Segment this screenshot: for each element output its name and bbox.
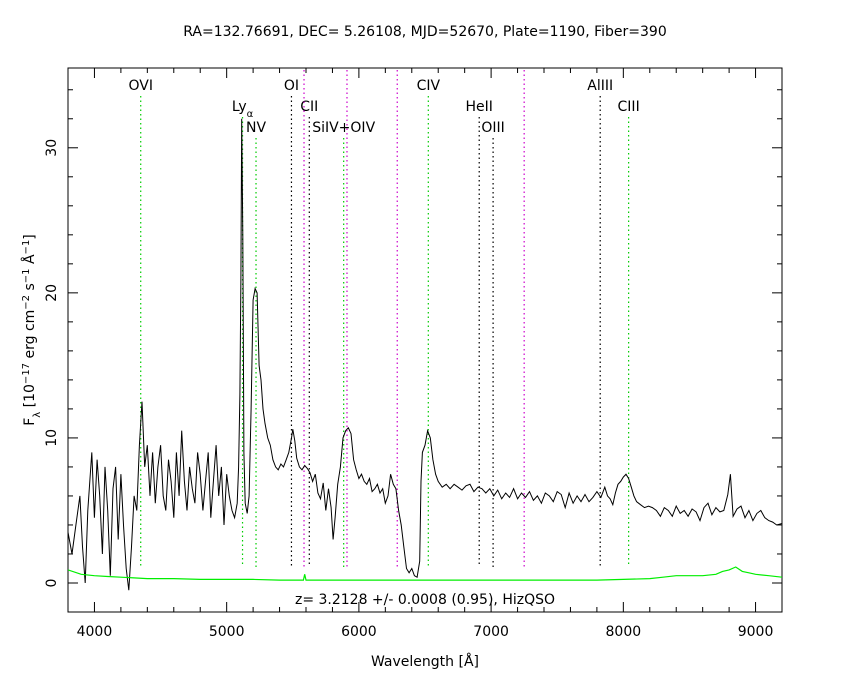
plot-border [67,67,783,613]
emission-line-label: SiIV+OIV [312,120,375,136]
y-tick-label-group: 10 [44,429,60,447]
x-tick-label: 8000 [606,624,642,640]
emission-line-subscript: α [247,109,254,120]
emission-line-label: CII [300,99,318,115]
y-tick-label-group: 30 [44,139,60,157]
emission-line-label: AlIII [587,78,613,94]
redshift-annotation: z= 3.2128 +/- 0.0008 (0.95), HizQSO [295,592,555,608]
y-tick-label: 0 [44,579,60,588]
x-tick-label: 5000 [209,624,245,640]
y-axis-label-group: Fλ [10−17 erg cm−2 s−1 Å−1] [21,234,43,426]
y-tick-label: 10 [44,429,60,447]
error-series-line [68,566,782,581]
emission-line-label: OI [284,78,299,94]
plot-frame [67,67,783,613]
y-axis-label: Fλ [10−17 erg cm−2 s−1 Å−1] [21,234,43,426]
x-axis-label: Wavelength [Å] [371,653,479,670]
axis-ticks: 4000 5000 6000 7000 8000 9000 0 10 20 30 [44,68,783,640]
y-tick-label-group: 0 [44,579,60,588]
y-tick-label: 30 [44,139,60,157]
y-tick-label-group: 20 [44,284,60,302]
x-tick-label: 6000 [341,624,377,640]
emission-line-label: NV [246,120,266,136]
emission-line-label: HeII [466,99,493,115]
y-tick-label: 20 [44,284,60,302]
series-group [68,118,782,591]
emission-line-label: Lyα [232,99,254,120]
emission-line-label: CIV [417,78,441,94]
x-tick-label: 7000 [473,624,509,640]
emission-line-label: OIII [481,120,504,136]
x-tick-label: 4000 [77,624,113,640]
x-tick-label: 9000 [738,624,774,640]
chart-title: RA=132.76691, DEC= 5.26108, MJD=52670, P… [183,24,667,40]
emission-line-label: OVI [128,78,152,94]
flux-series-line [68,118,782,591]
emission-line-label: CIII [618,99,640,115]
